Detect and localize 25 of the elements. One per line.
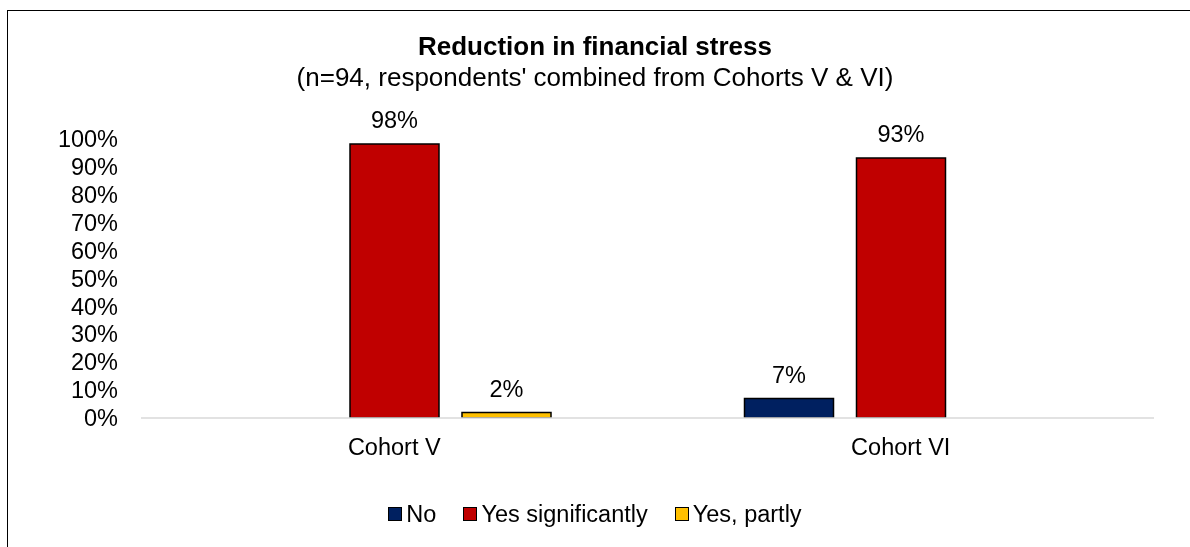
- data-label: 93%: [877, 121, 925, 148]
- y-tick-label: 10%: [70, 377, 119, 404]
- y-tick-label: 90%: [70, 153, 119, 180]
- y-tick-label: 50%: [70, 265, 119, 292]
- legend-label: Yes, partly: [692, 500, 802, 529]
- data-label: 2%: [489, 375, 524, 402]
- bar: [349, 143, 440, 418]
- legend-label: No: [406, 500, 437, 529]
- data-label: 7%: [772, 361, 807, 388]
- y-tick-label: 0%: [84, 405, 119, 432]
- bar: [855, 157, 947, 418]
- y-tick-label: 40%: [70, 293, 119, 320]
- y-tick-label: 80%: [70, 181, 119, 208]
- x-tick-label: Cohort V: [347, 433, 441, 460]
- y-tick-label: 20%: [70, 349, 119, 376]
- x-tick-label: Cohort VI: [851, 433, 951, 460]
- y-tick-label: 70%: [70, 209, 119, 236]
- legend-label: Yes significantly: [481, 500, 648, 529]
- y-tick-label: 60%: [70, 237, 119, 264]
- chart-subtitle: (n=94, respondents' combined from Cohorts V & VI): [295, 62, 895, 92]
- data-label: 98%: [370, 107, 419, 134]
- chart-title: Reduction in financial stress: [417, 31, 773, 61]
- bar: [743, 397, 835, 418]
- y-tick-label: 100%: [57, 125, 119, 152]
- y-tick-label: 30%: [70, 321, 119, 348]
